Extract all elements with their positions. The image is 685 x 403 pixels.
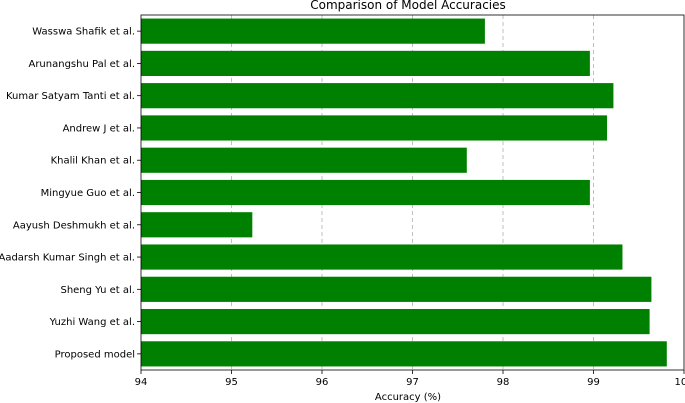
bar xyxy=(141,341,667,367)
x-tick-label: 96 xyxy=(316,377,329,388)
x-axis-label: Accuracy (%) xyxy=(375,392,441,403)
bar xyxy=(141,50,590,76)
bars-group xyxy=(141,18,667,367)
bar xyxy=(141,309,650,335)
bar xyxy=(141,115,608,141)
y-tick-label: Wasswa Shafik et al. xyxy=(32,27,135,38)
bar xyxy=(141,244,623,270)
x-tick-label: 98 xyxy=(497,377,510,388)
bar xyxy=(141,179,590,206)
x-tick-label: 95 xyxy=(225,377,238,388)
y-tick-label: Kumar Satyam Tanti et al. xyxy=(6,91,135,102)
bar xyxy=(141,212,253,238)
x-tick-label: 97 xyxy=(406,377,419,388)
y-tick-label: Proposed model xyxy=(55,349,135,360)
y-tick-labels: Wasswa Shafik et al. Arunangshu Pal et al… xyxy=(0,27,141,360)
bar xyxy=(141,276,652,302)
x-ticks: 94 95 96 97 98 99 100 xyxy=(135,370,685,388)
x-tick-label: 99 xyxy=(587,377,600,388)
bar xyxy=(141,18,485,44)
y-tick-label: Arunangshu Pal et al. xyxy=(28,59,135,70)
chart-title: Comparison of Model Accuracies xyxy=(310,0,506,12)
y-tick-label: Andrew J et al. xyxy=(63,123,135,134)
y-tick-label: Aadarsh Kumar Singh et al. xyxy=(0,253,135,264)
x-tick-label: 94 xyxy=(135,377,148,388)
y-tick-label: Khalil Khan et al. xyxy=(51,156,135,167)
y-tick-label: Yuzhi Wang et al. xyxy=(49,317,135,328)
x-tick-label: 100 xyxy=(674,377,685,388)
y-tick-label: Sheng Yu et al. xyxy=(60,285,135,296)
y-tick-label: Mingyue Guo et al. xyxy=(41,188,135,199)
bar xyxy=(141,83,614,109)
bar xyxy=(141,147,467,173)
y-tick-label: Aayush Deshmukh et al. xyxy=(13,220,135,231)
